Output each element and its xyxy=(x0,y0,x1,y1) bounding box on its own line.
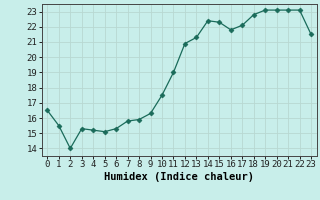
X-axis label: Humidex (Indice chaleur): Humidex (Indice chaleur) xyxy=(104,172,254,182)
